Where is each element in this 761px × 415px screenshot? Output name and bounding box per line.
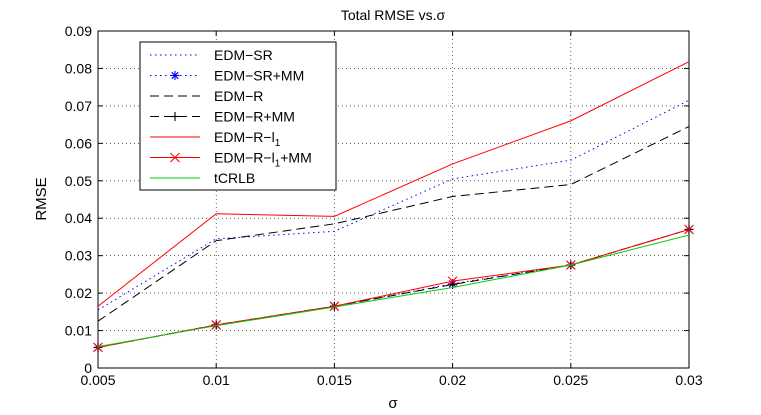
legend-entry: tCRLB — [150, 170, 255, 186]
x-marker — [211, 320, 222, 330]
y-tick-label: 0.07 — [65, 98, 92, 114]
y-tick-label: 0 — [84, 360, 92, 376]
legend-label: EDM−SR — [214, 47, 273, 63]
y-tick-label: 0.05 — [65, 173, 92, 189]
series-line — [97, 61, 690, 307]
legend-entry: EDM−R−l1+MM — [150, 150, 312, 170]
legend-entry: EDM−R+MM — [150, 109, 295, 125]
legend-label: EDM−SR+MM — [214, 68, 304, 84]
asterisk-marker — [170, 71, 180, 80]
legend-entry: EDM−SR+MM — [150, 68, 304, 84]
legend-label: EDM−R+MM — [214, 109, 295, 125]
legend-label: EDM−R−l1+MM — [214, 150, 312, 170]
tick-layer: 0.005 0.01 0.015 0.02 0.025 0.03 0 0.01 0.02 0.03… — [65, 23, 703, 388]
chart-title: Total RMSE vs.σ — [341, 7, 446, 23]
legend: EDM−SR EDM−SR+MM EDM−R EDM−R+MM EDM−R−l1EDM−… — [139, 41, 337, 191]
series-layer — [93, 61, 694, 353]
y-tick-label: 0.08 — [65, 60, 92, 76]
legend-entry: EDM−SR — [150, 47, 273, 63]
grid-layer — [98, 31, 689, 368]
series-3 — [93, 224, 694, 352]
legend-label: EDM−R−l1 — [214, 129, 281, 149]
series-line — [97, 99, 690, 311]
x-marker — [447, 276, 458, 287]
plus-marker — [170, 112, 180, 121]
y-tick-label: 0.01 — [65, 323, 92, 339]
legend-entry: EDM−R — [150, 88, 263, 104]
x-marker — [93, 342, 103, 353]
y-tick-label: 0.06 — [65, 135, 92, 151]
y-axis-label: RMSE — [33, 177, 50, 220]
series-0 — [97, 99, 690, 311]
series-line — [97, 126, 690, 322]
series-4 — [97, 61, 690, 307]
series-1 — [93, 224, 694, 352]
y-tick-label: 0.04 — [65, 210, 92, 226]
series-5 — [93, 224, 694, 353]
series-line — [97, 228, 690, 348]
x-tick-label: 0.015 — [317, 372, 352, 388]
x-marker — [329, 301, 340, 312]
series-line — [97, 234, 690, 348]
x-axis-label: σ — [388, 395, 398, 412]
x-tick-label: 0.03 — [675, 372, 702, 388]
y-tick-label: 0.02 — [65, 285, 92, 301]
x-tick-label: 0.005 — [80, 372, 115, 388]
x-marker — [170, 152, 180, 163]
y-tick-label: 0.03 — [65, 248, 92, 264]
plot-frame — [97, 30, 690, 369]
x-marker — [684, 224, 694, 235]
series-2 — [97, 126, 690, 322]
x-tick-label: 0.02 — [439, 372, 466, 388]
y-tick-label: 0.09 — [65, 23, 92, 39]
legend-entry: EDM−R−l1 — [150, 129, 281, 149]
x-tick-label: 0.01 — [203, 372, 230, 388]
legend-label: tCRLB — [214, 170, 255, 186]
legend-label: EDM−R — [214, 88, 263, 104]
x-tick-label: 0.025 — [553, 372, 588, 388]
series-6 — [97, 234, 690, 348]
series-line — [97, 228, 690, 348]
series-line — [97, 228, 690, 348]
